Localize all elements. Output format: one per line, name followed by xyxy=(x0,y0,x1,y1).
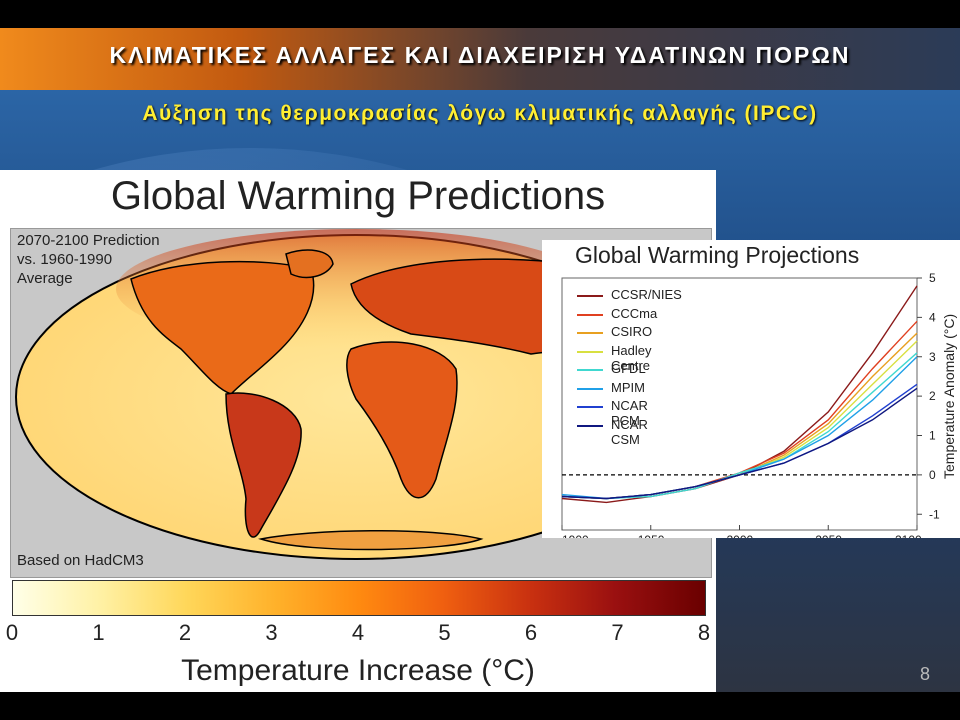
y-tick-label: -1 xyxy=(929,507,940,521)
colorbar-tick-label: 2 xyxy=(178,620,192,645)
slide-subtitle: Αύξηση της θερμοκρασίας λόγω κλιματικής … xyxy=(142,102,818,125)
colorbar-tick-label: 6 xyxy=(524,620,538,645)
legend-label: CSIRO xyxy=(611,324,653,339)
colorbar-label: Temperature Increase (°C) xyxy=(181,654,535,687)
colorbar-tick-label: 1 xyxy=(92,620,105,645)
page-number: 8 xyxy=(920,664,931,684)
legend-label: Hadley Centre xyxy=(611,342,652,373)
legend-swatch xyxy=(577,424,603,427)
colorbar-tick-label: 4 xyxy=(351,620,365,645)
legend-swatch xyxy=(577,369,603,371)
x-tick-label: 2000 xyxy=(727,533,754,538)
y-tick-label: 0 xyxy=(929,468,936,482)
map-figure-title: Global Warming Predictions xyxy=(110,174,606,218)
y-tick-label: 4 xyxy=(929,310,936,324)
colorbar-tick-label: 8 xyxy=(697,620,711,645)
chart-title: Global Warming Projections xyxy=(575,242,860,268)
x-tick-label: 2100 xyxy=(895,533,922,538)
projections-plot: -1 0 1 2 3 4 5 1900 1950 2000 2050 2100 Temperature … xyxy=(561,271,957,538)
y-tick-label: 3 xyxy=(929,350,936,364)
legend-label: MPIM xyxy=(611,379,645,395)
legend-swatch xyxy=(577,350,603,353)
prediction-line-2: vs. 1960-1990 xyxy=(17,251,113,268)
temperature-colorbar xyxy=(12,580,706,616)
title-band xyxy=(0,28,960,90)
colorbar-tick-label: 3 xyxy=(265,620,278,645)
legend-label: NCAR CSM xyxy=(611,416,648,447)
y-axis-label: Temperature Anomaly (°C) xyxy=(941,314,957,479)
legend-swatch xyxy=(577,387,603,390)
colorbar-tick-label: 0 xyxy=(5,620,19,645)
south-america-shape xyxy=(225,392,302,538)
slide: ΚΛΙΜΑΤΙΚΕΣ ΑΛΛΑΓΕΣ ΚΑΙ ΔΙΑΧΕΙΡΙΣΗ ΥΔΑΤΙΝ… xyxy=(0,28,960,692)
colorbar-tick-label: 5 xyxy=(438,620,451,645)
legend-swatch xyxy=(577,313,603,316)
legend-swatch xyxy=(577,406,603,408)
north-america-shape xyxy=(130,260,315,395)
prediction-line-3: Average xyxy=(17,270,73,287)
legend-label: CCCma xyxy=(611,305,658,321)
legend-label: GFDL xyxy=(611,361,646,376)
prediction-label: 2070-2100 Prediction vs. 1960-1990 Avera… xyxy=(17,231,160,288)
projections-chart: Global Warming Projections -1 0 1 2 3 4 5 1900 1… xyxy=(542,240,960,538)
y-tick-label: 2 xyxy=(929,389,936,403)
x-tick-label: 1950 xyxy=(638,533,665,538)
x-tick-label: 1900 xyxy=(562,533,589,538)
legend-swatch xyxy=(577,332,603,334)
legend-swatch xyxy=(577,295,603,297)
antarctica-shape xyxy=(258,529,484,551)
model-source-label: Based on HadCM3 xyxy=(17,552,144,569)
greenland-shape xyxy=(285,249,334,279)
slide-title: ΚΛΙΜΑΤΙΚΕΣ ΑΛΛΑΓΕΣ ΚΑΙ ΔΙΑΧΕΙΡΙΣΗ ΥΔΑΤΙΝ… xyxy=(109,42,851,68)
y-tick-label: 1 xyxy=(929,429,936,443)
series-line xyxy=(561,387,918,500)
y-tick-label: 5 xyxy=(929,271,936,285)
africa-shape xyxy=(346,341,458,499)
x-tick-label: 2050 xyxy=(815,533,842,538)
colorbar-tick-label: 7 xyxy=(611,620,624,645)
legend-label: NCAR PCM xyxy=(611,398,648,428)
prediction-line-1: 2070-2100 Prediction xyxy=(17,232,160,249)
legend-label: CCSR/NIES xyxy=(611,287,682,302)
